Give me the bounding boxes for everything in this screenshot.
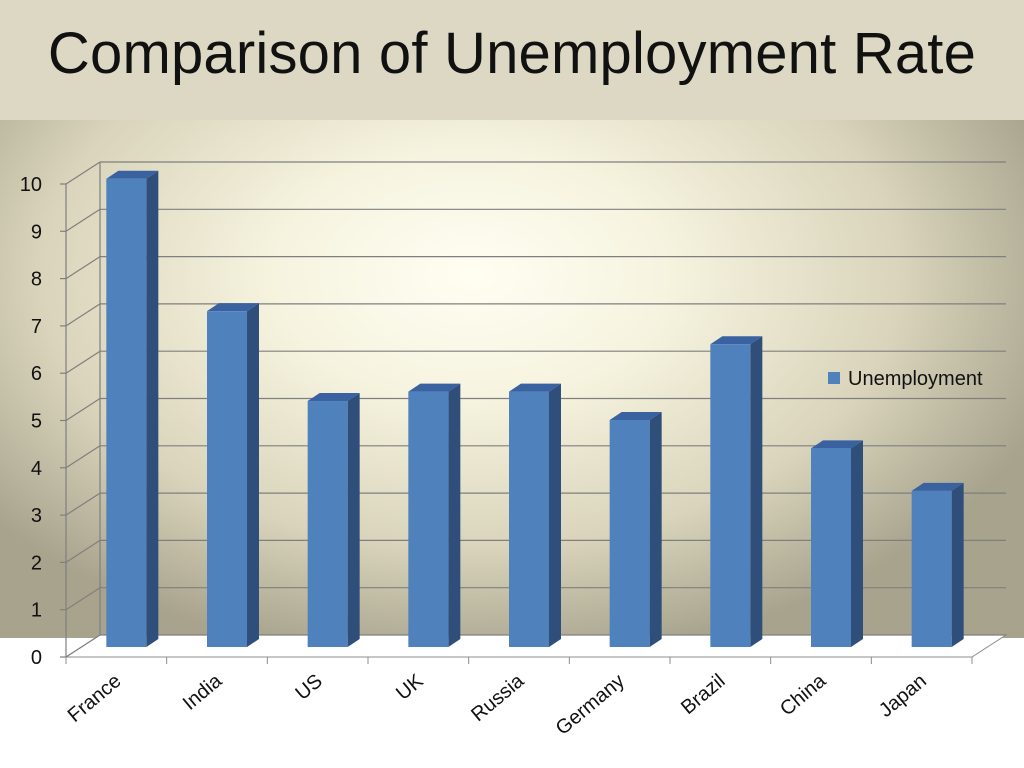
bar-front xyxy=(710,344,751,647)
y-tick-label: 7 xyxy=(31,316,42,338)
bar-side xyxy=(347,393,360,647)
gridline-side xyxy=(65,256,101,280)
x-tick-label: Russia xyxy=(467,669,529,726)
bar-front xyxy=(811,448,851,647)
y-tick-label: 5 xyxy=(31,411,42,433)
x-tick-label: US xyxy=(291,670,326,705)
bar-top xyxy=(911,482,964,491)
slide-title: Comparison of Unemployment Rate xyxy=(47,21,977,86)
bar xyxy=(710,336,763,647)
x-tick-label: UK xyxy=(392,670,428,705)
axes xyxy=(60,162,973,664)
bar xyxy=(811,440,863,647)
x-tick-label: Japan xyxy=(875,670,931,722)
gridline-side xyxy=(65,350,101,374)
y-tick-label: 10 xyxy=(20,174,42,196)
gridline-side xyxy=(65,208,101,232)
y-tick-label: 1 xyxy=(31,600,42,622)
bar-top xyxy=(609,411,662,420)
bar xyxy=(408,383,461,647)
gridline-side xyxy=(65,445,101,469)
bar-side xyxy=(247,303,259,647)
bar-front xyxy=(408,391,449,647)
bar xyxy=(509,383,561,647)
x-tick-label: Brazil xyxy=(677,670,729,719)
bar xyxy=(911,482,964,647)
x-tick-label: China xyxy=(776,669,831,720)
y-tick-label: 6 xyxy=(31,363,42,385)
bar-front xyxy=(509,391,549,647)
x-tick-label: France xyxy=(64,670,126,727)
bar-side xyxy=(750,336,763,647)
bar-side xyxy=(649,411,662,647)
bar xyxy=(106,170,159,648)
bar xyxy=(307,393,360,647)
y-tick-label: 4 xyxy=(31,458,42,480)
legend-label: Unemployment xyxy=(848,368,983,390)
gridline-side xyxy=(65,161,101,185)
bar-side xyxy=(851,440,863,647)
bar-top xyxy=(106,170,159,179)
bars xyxy=(106,170,964,648)
bar-side xyxy=(146,170,159,648)
bar-front xyxy=(609,419,650,647)
gridline-side xyxy=(65,492,101,516)
gridline-side xyxy=(65,397,101,422)
legend-swatch xyxy=(828,372,840,384)
bar-side xyxy=(549,383,561,647)
bar-top xyxy=(207,303,259,312)
x-tick-label: India xyxy=(179,669,227,714)
x-tick-label: Germany xyxy=(552,670,629,740)
bar-front xyxy=(207,311,247,647)
y-tick-label: 8 xyxy=(31,269,42,291)
bar-top xyxy=(307,393,360,402)
bar-side xyxy=(951,482,964,647)
legend-item: Unemployment xyxy=(828,368,983,390)
bar-front xyxy=(911,490,952,647)
gridline-side xyxy=(65,303,101,327)
bar-top xyxy=(509,383,561,392)
y-tick-label: 3 xyxy=(31,505,42,527)
legend: Unemployment xyxy=(828,368,983,390)
y-tick-label: 2 xyxy=(31,552,42,574)
gridline-side xyxy=(65,539,101,563)
bar-side xyxy=(448,383,461,647)
bar-front xyxy=(307,401,348,647)
bar-top xyxy=(710,336,763,345)
title-band xyxy=(0,0,1024,120)
bar-top xyxy=(811,440,863,449)
gridline-side xyxy=(65,587,101,611)
bar-front xyxy=(106,178,147,648)
gridline-side xyxy=(65,634,101,658)
bar-top xyxy=(408,383,461,392)
bar xyxy=(207,303,259,647)
bar xyxy=(609,411,662,647)
y-tick-label: 9 xyxy=(31,221,42,243)
y-tick-label: 0 xyxy=(31,647,42,669)
